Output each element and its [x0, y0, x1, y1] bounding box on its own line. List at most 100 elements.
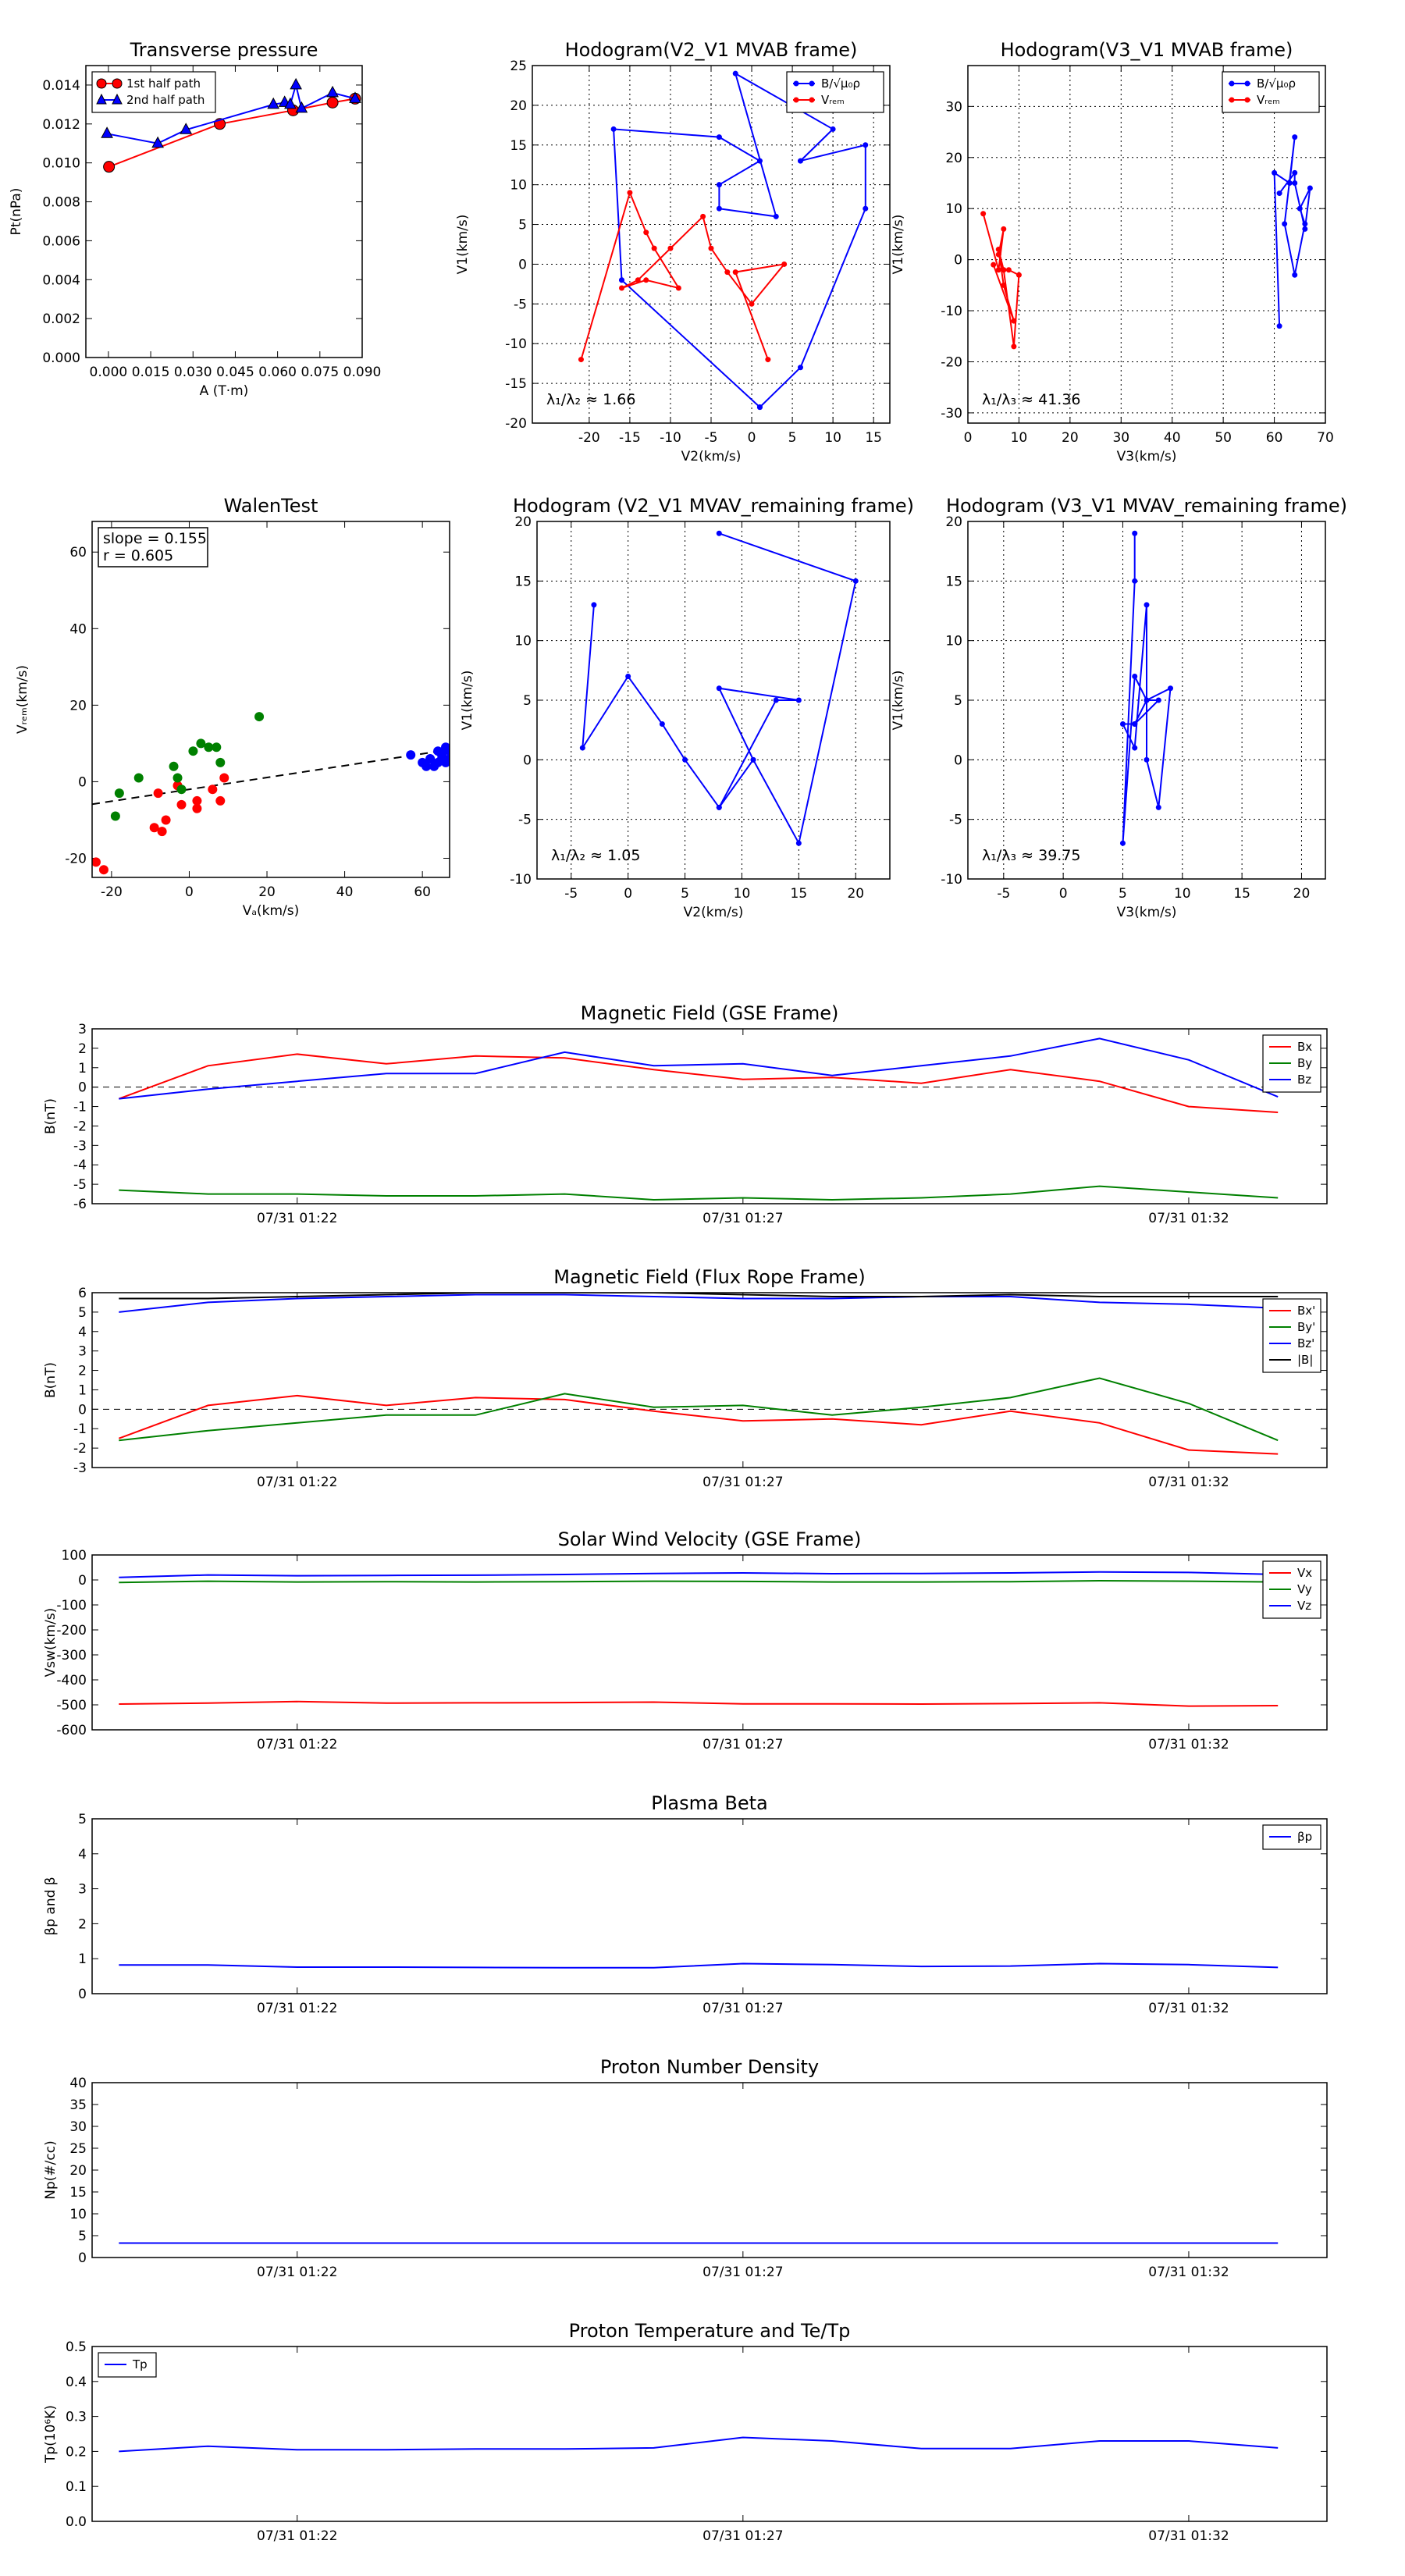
tp-data — [101, 77, 361, 173]
h31-legend: B/√μ₀ρ Vᵣₑₘ — [1222, 71, 1320, 113]
h31-point-0-3 — [1292, 134, 1298, 141]
h21-xtick-label-1: -15 — [619, 430, 641, 446]
tpp-axes-frame — [91, 2346, 1328, 2522]
h21-ylabel: V1(km/s) — [455, 215, 471, 275]
hr21-point-0-5 — [773, 697, 779, 703]
tp-point-1-0 — [101, 126, 113, 138]
vsw-ytick-label-2: -400 — [56, 1673, 87, 1688]
tp-ytick-label-6: 0.012 — [42, 117, 80, 133]
tpp-xtick-label-0: 07/31 01:22 — [257, 2528, 337, 2544]
h31-xlabel: V3(km/s) — [1117, 449, 1177, 464]
hr31-ytick-label-5: 15 — [945, 574, 962, 589]
h31-point-0-2 — [1286, 180, 1293, 186]
bfr-legend-label-0: Bx' — [1297, 1304, 1315, 1318]
h31-point-0-11 — [1292, 169, 1298, 176]
walen-ytick-label-3: 40 — [69, 621, 87, 637]
h21-point-0-13 — [798, 365, 803, 371]
tp-ytick-label-4: 0.008 — [42, 195, 80, 211]
np-xtick-label-0: 07/31 01:22 — [257, 2265, 337, 2280]
beta-ytick-label-2: 2 — [78, 1916, 87, 1932]
tpp-title: Proton Temperature and Te/Tp — [569, 2320, 851, 2342]
walen-ylabel: Vᵣₑₘ(km/s) — [15, 665, 30, 734]
np-ytick-label-4: 20 — [69, 2163, 87, 2179]
walen-xtick-label-2: 20 — [258, 884, 276, 900]
vsw-axes-frame — [91, 1554, 1328, 1731]
walen-point-1-8 — [204, 742, 214, 753]
np-ytick-label-0: 0 — [78, 2250, 87, 2266]
beta-xtick-label-0: 07/31 01:22 — [257, 2001, 337, 2016]
bgse-legend-label-1: By — [1297, 1056, 1312, 1070]
h21-point-0-3 — [716, 134, 722, 141]
h21-point-1-0 — [578, 357, 584, 363]
vsw-ytick-label-0: -600 — [56, 1723, 87, 1738]
vsw-ytick-label-1: -500 — [56, 1698, 87, 1713]
hr21-xtick-label-3: 10 — [734, 886, 751, 902]
walen-point-2-3 — [425, 754, 436, 763]
bfr-panel: Magnetic Field (Flux Rope Frame) 07/31 01… — [43, 1266, 1328, 1490]
bgse-ytick-label-6: 0 — [78, 1080, 87, 1096]
bgse-series-2-line — [119, 1037, 1279, 1100]
h21-point-1-5 — [643, 277, 649, 283]
hr31-point-0-10 — [1144, 756, 1150, 763]
bfr-xtick-label-1: 07/31 01:27 — [702, 1475, 783, 1490]
bgse-legend-label-2: Bz — [1297, 1073, 1311, 1087]
tpp-ytick-label-1: 0.1 — [66, 2479, 87, 2495]
walen-xtick-label-0: -20 — [101, 884, 123, 900]
tp-legend-marker-0 — [96, 78, 107, 89]
h31-point-0-12 — [1276, 190, 1282, 197]
h21-ytick-label-9: 25 — [510, 59, 527, 74]
hr31-xtick-label-4: 15 — [1233, 886, 1250, 902]
hr21-point-0-10 — [682, 756, 688, 763]
hr21-ytick-label-2: 0 — [523, 753, 532, 768]
tp-xtick-label-0: 0.000 — [90, 365, 128, 380]
tp-ytick-label-1: 0.002 — [42, 311, 80, 327]
vsw-ytick-label-4: -200 — [56, 1623, 87, 1638]
walen-ytick-label-1: 0 — [78, 774, 87, 790]
hr31-xtick-label-0: -5 — [997, 886, 1010, 902]
h21-point-1-9 — [700, 213, 706, 219]
hr31-ytick-label-6: 20 — [945, 514, 962, 530]
hr31-axes-frame — [967, 521, 1326, 880]
tp-legend-label-1: 2nd half path — [126, 93, 205, 107]
hr31-ytick-label-0: -10 — [941, 872, 962, 888]
h21-xtick-label-3: -5 — [705, 430, 718, 446]
bfr-title: Magnetic Field (Flux Rope Frame) — [553, 1266, 865, 1288]
h31-xtick-label-7: 70 — [1317, 430, 1334, 446]
bgse-panel: Magnetic Field (GSE Frame) 07/31 01:22 07/… — [43, 1002, 1328, 1226]
hr21-point-0-11 — [659, 721, 665, 728]
h31-point-1-10 — [1001, 282, 1007, 288]
tp-axes-frame — [85, 65, 363, 358]
tp-xtick-label-1: 0.015 — [132, 365, 170, 380]
h31-legend-label-0: B/√μ₀ρ — [1257, 76, 1296, 91]
tpp-ytick-label-3: 0.3 — [66, 2410, 87, 2425]
vsw-legend-label-0: Vx — [1297, 1566, 1312, 1580]
hr31-point-0-0 — [1132, 530, 1138, 536]
bgse-axes-frame — [91, 1028, 1328, 1204]
walen-point-0-2 — [149, 823, 159, 833]
h31-point-0-0 — [1276, 323, 1282, 329]
walen-ytick-label-4: 60 — [69, 545, 87, 560]
hr31-panel: Hodogram (V3_V1 MVAV_remaining frame) -5 0… — [891, 495, 1347, 920]
bfr-legend-label-2: Bz' — [1297, 1336, 1314, 1350]
hr21-xtick-label-5: 20 — [847, 886, 864, 902]
h21-xtick-label-4: 0 — [748, 430, 756, 446]
bgse-series-0-line — [118, 1053, 1279, 1113]
tp-ytick-label-3: 0.006 — [42, 233, 80, 249]
hr21-point-0-2 — [795, 840, 802, 846]
bgse-ytick-label-9: 3 — [78, 1022, 87, 1037]
h31-point-1-1 — [995, 267, 1001, 273]
tpp-legend-label-0: Tp — [132, 2357, 148, 2371]
h31-point-1-6 — [1016, 272, 1022, 278]
hr31-annotation: λ₁/λ₃ ≈ 39.75 — [982, 847, 1081, 864]
hr21-point-0-14 — [591, 602, 597, 608]
h21-point-1-13 — [781, 261, 788, 267]
h31-point-0-10 — [1292, 180, 1298, 186]
h21-legend-box — [786, 71, 884, 113]
h21-legend-marker-b-0 — [809, 80, 815, 87]
bfr-series-2-line — [119, 1293, 1279, 1313]
h31-axes-frame — [967, 65, 1326, 424]
hr21-point-0-6 — [795, 697, 802, 703]
bgse-ytick-label-2: -4 — [73, 1158, 87, 1173]
vsw-legend-label-1: Vy — [1297, 1582, 1312, 1596]
tp-xtick-label-2: 0.030 — [174, 365, 212, 380]
